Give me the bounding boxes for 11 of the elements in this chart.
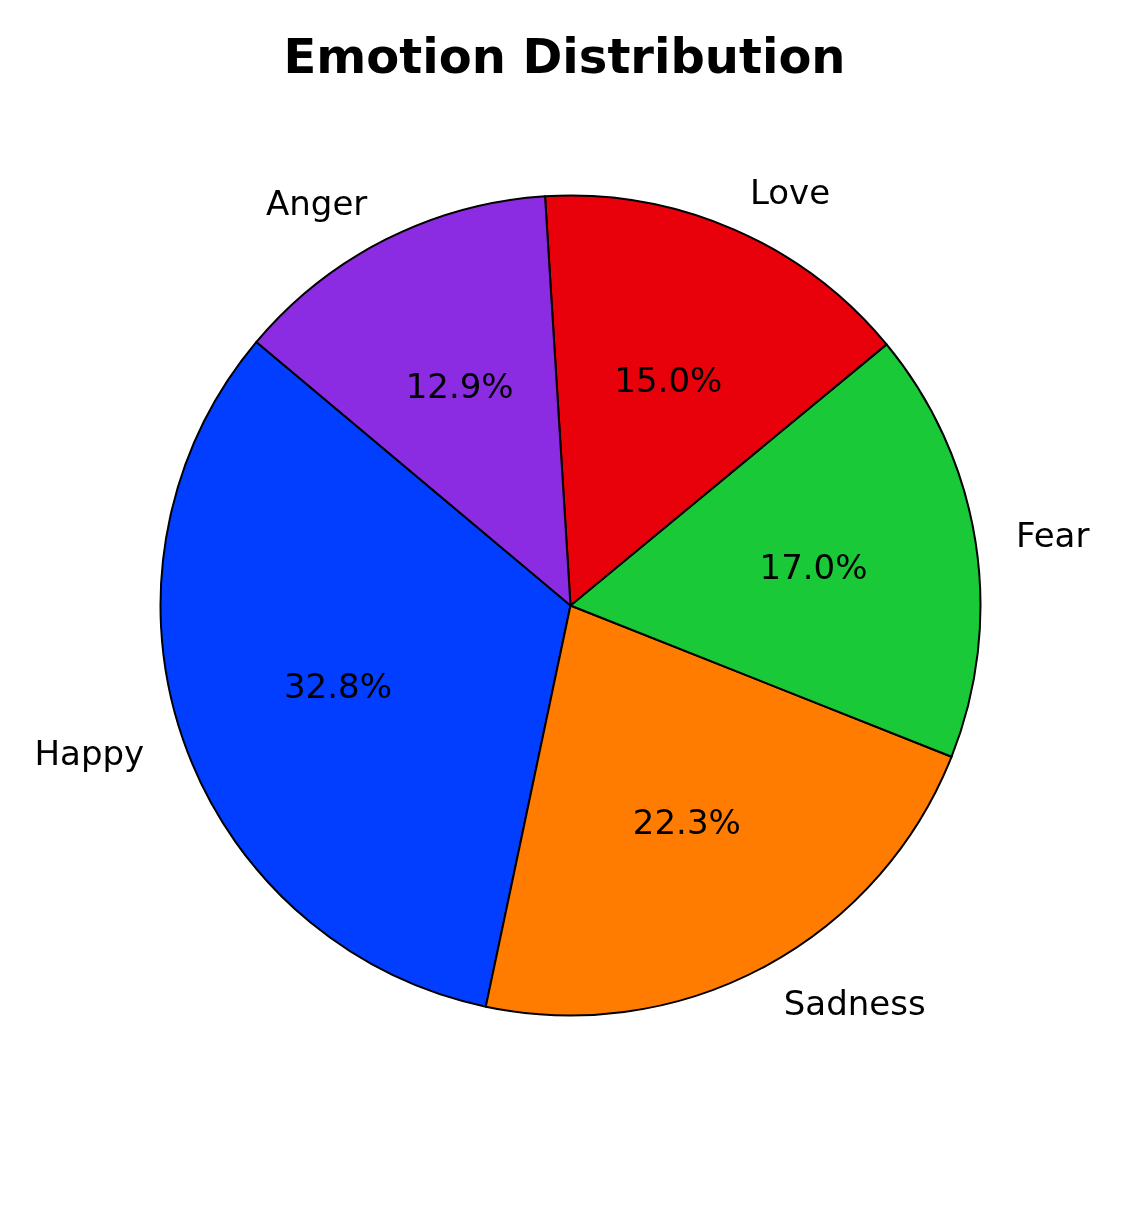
- data-label: 22.3%: [632, 802, 741, 843]
- data-label: 15.0%: [614, 359, 723, 400]
- slice-label: Sadness: [783, 982, 926, 1023]
- slice-label: Fear: [1016, 515, 1090, 556]
- data-label: 32.8%: [283, 665, 392, 706]
- slice-label: Anger: [266, 182, 368, 223]
- data-label: 12.9%: [405, 365, 514, 406]
- data-label: 17.0%: [759, 547, 868, 588]
- slice-label: Love: [749, 171, 831, 212]
- slice-label: Happy: [34, 732, 145, 773]
- chart-title: Emotion Distribution: [283, 27, 846, 84]
